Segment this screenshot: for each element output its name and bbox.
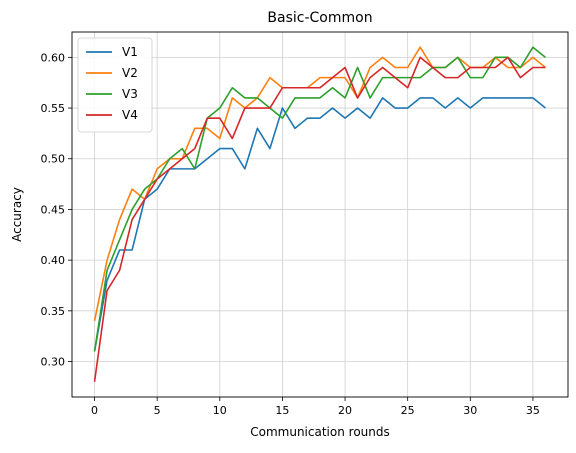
legend-box (77, 37, 153, 133)
x-tick-label: 30 (463, 404, 477, 417)
ticks: 0 5 10 15 20 25 30 35 0.30 0.35 0.40 0.45 0.50 0.55 0.… (41, 51, 540, 417)
legend-label-v2: V2 (122, 66, 138, 80)
x-tick-label: 20 (338, 404, 352, 417)
series-group (93, 46, 546, 382)
y-tick-label: 0.45 (41, 203, 66, 216)
x-tick-label: 5 (154, 404, 161, 417)
y-tick-label: 0.50 (41, 153, 66, 166)
x-tick-label: 10 (213, 404, 227, 417)
x-axis-label: Communication rounds (250, 425, 390, 439)
legend-label-v4: V4 (122, 108, 138, 122)
series-line-v4 (93, 56, 546, 382)
legend: V1 V2 V3 V4 (77, 37, 153, 133)
y-tick-label: 0.35 (41, 305, 66, 318)
y-tick-label: 0.55 (41, 102, 66, 115)
grid (72, 32, 568, 397)
series-line-v3 (93, 46, 546, 352)
legend-label-v1: V1 (122, 45, 138, 59)
x-tick-label: 0 (91, 404, 98, 417)
chart-title: Basic-Common (267, 10, 372, 26)
x-tick-label: 25 (401, 404, 415, 417)
x-tick-label: 35 (526, 404, 540, 417)
y-tick-label: 0.40 (41, 254, 66, 267)
plot-frame (71, 31, 569, 398)
x-tick-label: 15 (275, 404, 289, 417)
y-tick-label: 0.60 (41, 51, 66, 64)
y-tick-label: 0.30 (41, 356, 66, 369)
legend-label-v3: V3 (122, 87, 138, 101)
y-axis-label: Accuracy (10, 187, 24, 242)
